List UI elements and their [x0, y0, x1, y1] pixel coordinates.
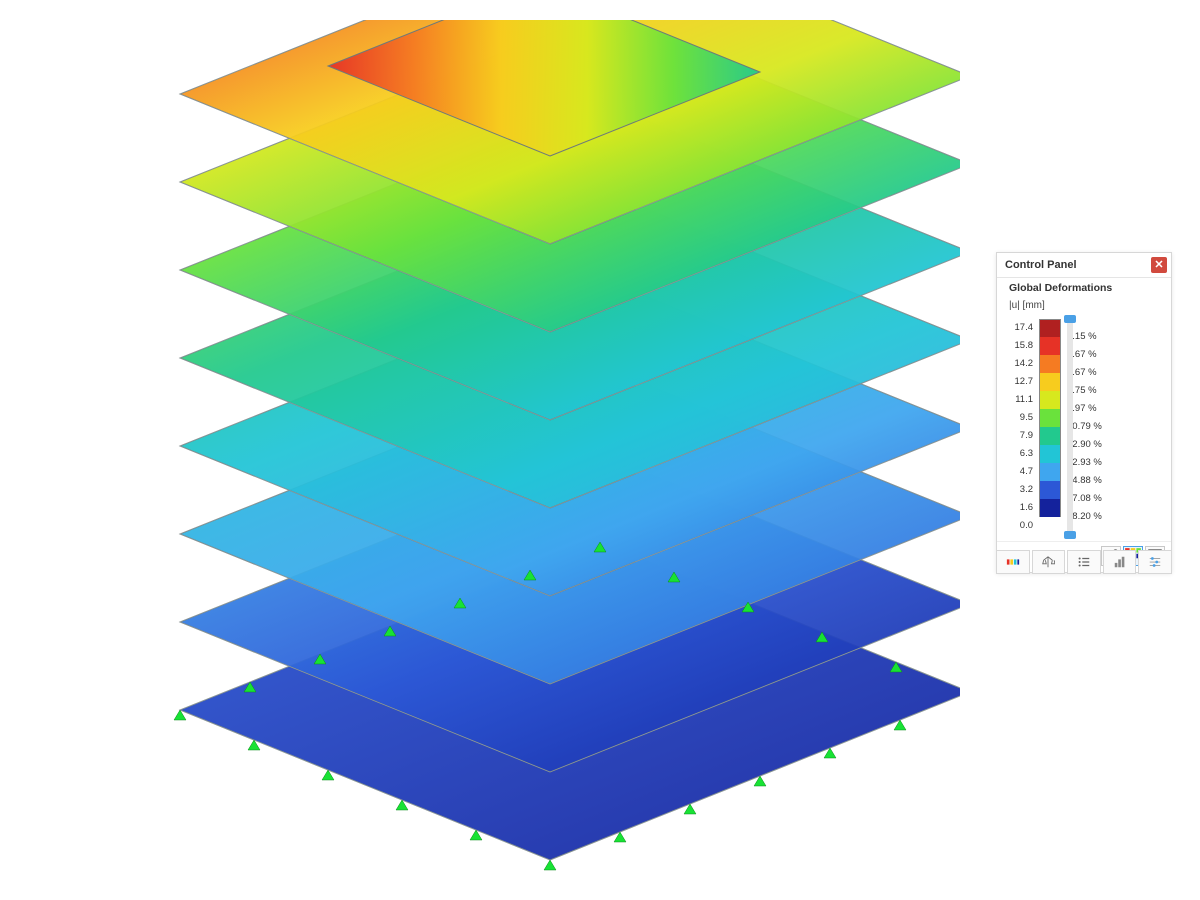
- legend-color-bar: [1039, 319, 1061, 535]
- legend-percent: 12.93 %: [1067, 454, 1165, 472]
- legend-value: 9.5: [1007, 409, 1033, 427]
- legend-swatch: [1039, 427, 1061, 445]
- legend-value: 11.1: [1007, 391, 1033, 409]
- tab-list-icon[interactable]: [1067, 550, 1101, 574]
- legend-value: 6.3: [1007, 445, 1033, 463]
- legend-swatch: [1039, 409, 1061, 427]
- fea-building-viewport: [30, 20, 960, 880]
- legend-value: 15.8: [1007, 337, 1033, 355]
- legend-range-slider[interactable]: [1067, 319, 1073, 535]
- legend-swatch: [1039, 481, 1061, 499]
- legend-swatch: [1039, 499, 1061, 517]
- slider-thumb-bottom[interactable]: [1064, 531, 1076, 539]
- control-panel: Control Panel ✕ Global Deformations |u| …: [996, 252, 1172, 573]
- legend-value: 14.2: [1007, 355, 1033, 373]
- legend-percent: 3.75 %: [1067, 382, 1165, 400]
- legend-percent: 6.97 %: [1067, 400, 1165, 418]
- legend-swatch: [1039, 319, 1061, 337]
- panel-tab-strip: [996, 550, 1172, 574]
- slider-thumb-top[interactable]: [1064, 315, 1076, 323]
- legend-unit-label: |u| [mm]: [997, 300, 1171, 317]
- legend-percent: 17.08 %: [1067, 490, 1165, 508]
- legend-value: 17.4: [1007, 319, 1033, 337]
- legend-swatch: [1039, 355, 1061, 373]
- legend-swatch: [1039, 463, 1061, 481]
- tab-levels-icon[interactable]: [1103, 550, 1137, 574]
- legend-title: Global Deformations: [997, 278, 1171, 300]
- legend-percent: 1.67 %: [1067, 364, 1165, 382]
- legend-value: 12.7: [1007, 373, 1033, 391]
- legend-value: 1.6: [1007, 499, 1033, 517]
- legend-percent: 18.20 %: [1067, 508, 1165, 526]
- legend-swatch: [1039, 391, 1061, 409]
- control-panel-title: Control Panel: [1005, 259, 1077, 271]
- legend-value: 0.0: [1007, 517, 1033, 535]
- legend-percent: 0.67 %: [1067, 346, 1165, 364]
- legend-percent: 0.15 %: [1067, 328, 1165, 346]
- legend-percent: 10.79 %: [1067, 418, 1165, 436]
- legend-percent: 14.88 %: [1067, 472, 1165, 490]
- control-panel-header: Control Panel ✕: [997, 253, 1171, 278]
- tab-sliders-icon[interactable]: [1138, 550, 1172, 574]
- legend-value: 3.2: [1007, 481, 1033, 499]
- legend-swatch: [1039, 337, 1061, 355]
- legend-value: 4.7: [1007, 463, 1033, 481]
- tab-colors[interactable]: [996, 550, 1030, 574]
- legend-value-ticks: 17.415.814.212.711.19.57.96.34.73.21.60.…: [1007, 319, 1039, 535]
- color-legend: 17.415.814.212.711.19.57.96.34.73.21.60.…: [997, 317, 1171, 541]
- legend-percent: 12.90 %: [1067, 436, 1165, 454]
- legend-swatch: [1039, 445, 1061, 463]
- legend-value: 7.9: [1007, 427, 1033, 445]
- legend-percent-labels: 0.15 %0.67 %1.67 %3.75 %6.97 %10.79 %12.…: [1061, 319, 1165, 535]
- tab-balance-icon[interactable]: [1032, 550, 1066, 574]
- legend-swatch: [1039, 373, 1061, 391]
- close-icon[interactable]: ✕: [1151, 257, 1167, 273]
